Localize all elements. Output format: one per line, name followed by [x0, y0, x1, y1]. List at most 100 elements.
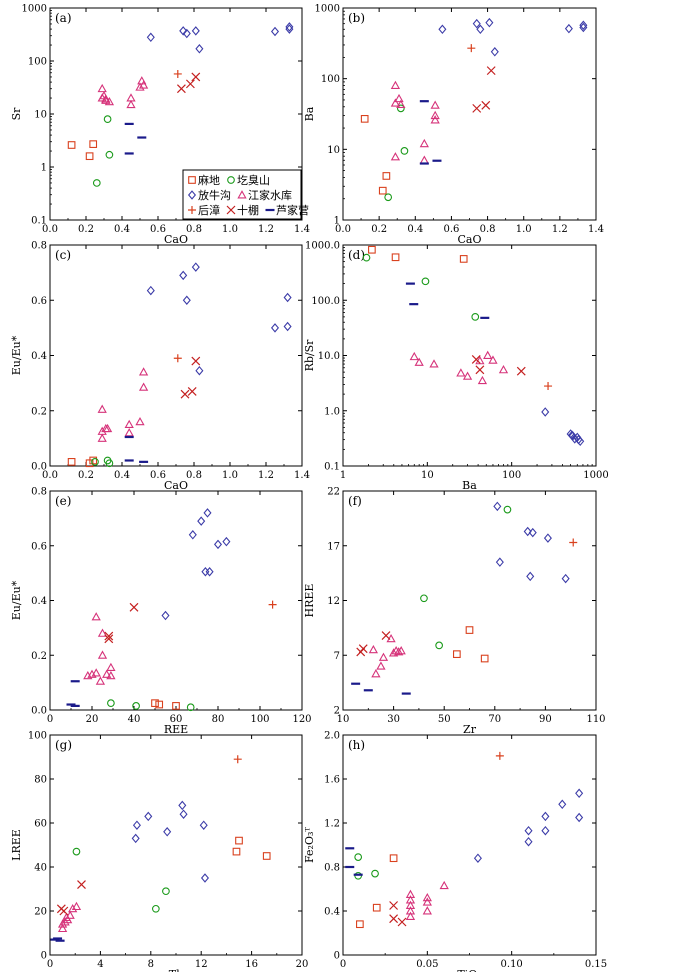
data-point-houzhang: [544, 382, 553, 391]
x-tick-label: 0: [47, 959, 53, 970]
data-point-fangniugou: [205, 567, 214, 577]
x-tick-label: 20: [86, 714, 99, 725]
data-point-fangniugou: [146, 285, 155, 296]
y-tick-label: 0.4: [31, 351, 47, 362]
y-tick-label: 100: [321, 74, 340, 85]
data-point-jiangjiashuiku: [135, 82, 145, 91]
data-point-jiangjiashuiku: [68, 903, 78, 913]
y-tick-label: 2: [334, 706, 340, 717]
legend-marker-gechoushan: [227, 176, 235, 184]
y-tick-label: 0.0: [31, 462, 47, 473]
data-point-gechoushan: [435, 641, 443, 650]
x-tick-label: 40: [128, 714, 141, 725]
data-point-jiangjiashuiku: [124, 419, 134, 429]
data-point-shipeng: [472, 103, 482, 113]
data-point-jiangjiashuiku: [456, 368, 466, 377]
x-tick-label: 120: [292, 714, 311, 725]
legend-label-madi: 麻地: [198, 173, 220, 187]
data-point-gechoushan: [151, 904, 160, 913]
data-point-fangniugou: [161, 610, 170, 621]
data-point-fangniugou: [579, 20, 588, 31]
x-tick-label: 0.6: [150, 224, 166, 235]
data-point-jiangjiashuiku: [422, 906, 432, 915]
x-axis-label: CaO: [458, 233, 482, 246]
data-point-fangniugou: [473, 853, 482, 863]
data-point-gechoushan: [396, 104, 405, 113]
y-tick-label: 17: [327, 541, 340, 552]
data-point-fangniugou: [490, 47, 499, 57]
data-point-fangniugou: [197, 516, 206, 526]
data-point-jiangjiashuiku: [57, 919, 68, 928]
y-axis-label: Eu/Eu*: [10, 335, 23, 375]
y-axis-label: Fe₂O₃ᵀ: [303, 827, 316, 863]
data-point-madi: [360, 115, 369, 123]
data-point-fangniugou: [191, 262, 200, 272]
y-tick-label: 10: [327, 145, 340, 156]
legend-marker-jiangjiashuiku: [237, 190, 247, 199]
x-tick-label: 0.6: [150, 470, 166, 481]
chart-panel-1: 0.0 0.2 0.4 0.6 0.8 1.0 1.2 1.4 1 10 100 1000 CaO Ba (…: [303, 4, 604, 247]
x-tick-label: 60: [170, 714, 183, 725]
data-point-fangniugou: [493, 501, 502, 512]
chart-panel-4: 0 20 40 60 80 100 120 0.0 0.2 0.4 0.6 0.8 REE Eu/Eu* (…: [10, 487, 312, 737]
y-tick-label: 10.0: [318, 351, 340, 362]
data-point-madi: [452, 650, 461, 659]
y-tick-label: 0.1: [31, 216, 47, 227]
x-tick-label: 20: [296, 959, 309, 970]
x-tick-label: 0: [340, 959, 346, 970]
data-point-madi: [67, 458, 76, 466]
data-point-jiangjiashuiku: [97, 650, 108, 659]
data-point-fangniugou: [528, 527, 537, 538]
data-point-jiangjiashuiku: [422, 892, 432, 902]
legend-label-houzhang: 后漳: [198, 203, 220, 217]
data-point-jiangjiashuiku: [409, 351, 419, 361]
chart-panel-7: 0 0.05 0.10 0.15 0 0.4 0.8 1.2 1.6 2.0 TiO₂ Fe₂O₃ᵀ (…: [303, 731, 607, 972]
y-tick-label: 40: [34, 863, 47, 874]
plot-frame: [342, 490, 597, 711]
data-point-fangniugou: [575, 812, 584, 823]
panel-label: (b): [348, 11, 365, 25]
data-point-houzhang: [173, 69, 182, 78]
data-point-shipeng: [481, 100, 491, 110]
data-point-gechoushan: [471, 313, 480, 321]
y-tick-label: 2.0: [324, 731, 340, 742]
data-point-shipeng: [475, 365, 485, 375]
data-point-jiangjiashuiku: [390, 80, 401, 89]
data-point-madi: [85, 152, 94, 161]
y-tick-label: 20: [34, 907, 47, 918]
data-point-jiangjiashuiku: [126, 99, 136, 109]
y-tick-label: 10: [34, 110, 47, 121]
data-point-gechoushan: [107, 699, 115, 708]
data-point-madi: [356, 920, 364, 929]
y-tick-label: 1.6: [324, 775, 340, 786]
data-point-jiangjiashuiku: [498, 365, 509, 374]
legend-label-shipeng: 十棚: [237, 203, 259, 217]
y-tick-label: 1000.0: [305, 241, 340, 252]
y-tick-label: 0.6: [31, 541, 47, 552]
data-point-fangniugou: [568, 430, 577, 441]
data-point-shipeng: [471, 354, 481, 364]
x-tick-label: 1.4: [294, 470, 310, 481]
data-point-fangniugou: [182, 28, 191, 39]
x-tick-label: 0.2: [78, 224, 94, 235]
data-point-jiangjiashuiku: [388, 648, 399, 657]
legend-marker-houzhang: [188, 206, 196, 214]
y-tick-label: 1000: [22, 4, 47, 15]
data-point-jiangjiashuiku: [419, 155, 429, 164]
x-tick-label: 1.2: [258, 470, 274, 481]
data-point-fangniugou: [541, 811, 550, 822]
data-point-jiangjiashuiku: [71, 901, 82, 911]
data-point-houzhang: [173, 354, 182, 363]
x-tick-label: 30: [387, 714, 400, 725]
data-point-houzhang: [569, 538, 578, 547]
y-tick-label: 0.4: [324, 907, 340, 918]
data-point-jiangjiashuiku: [138, 367, 149, 376]
data-point-fangniugou: [201, 567, 210, 577]
data-point-madi: [389, 854, 398, 863]
y-axis-label: Rb/Sr: [303, 339, 316, 372]
data-point-fangniugou: [131, 833, 140, 844]
legend-marker-madi: [188, 176, 196, 184]
data-point-fangniugou: [476, 24, 485, 35]
data-point-gechoushan: [72, 847, 81, 856]
